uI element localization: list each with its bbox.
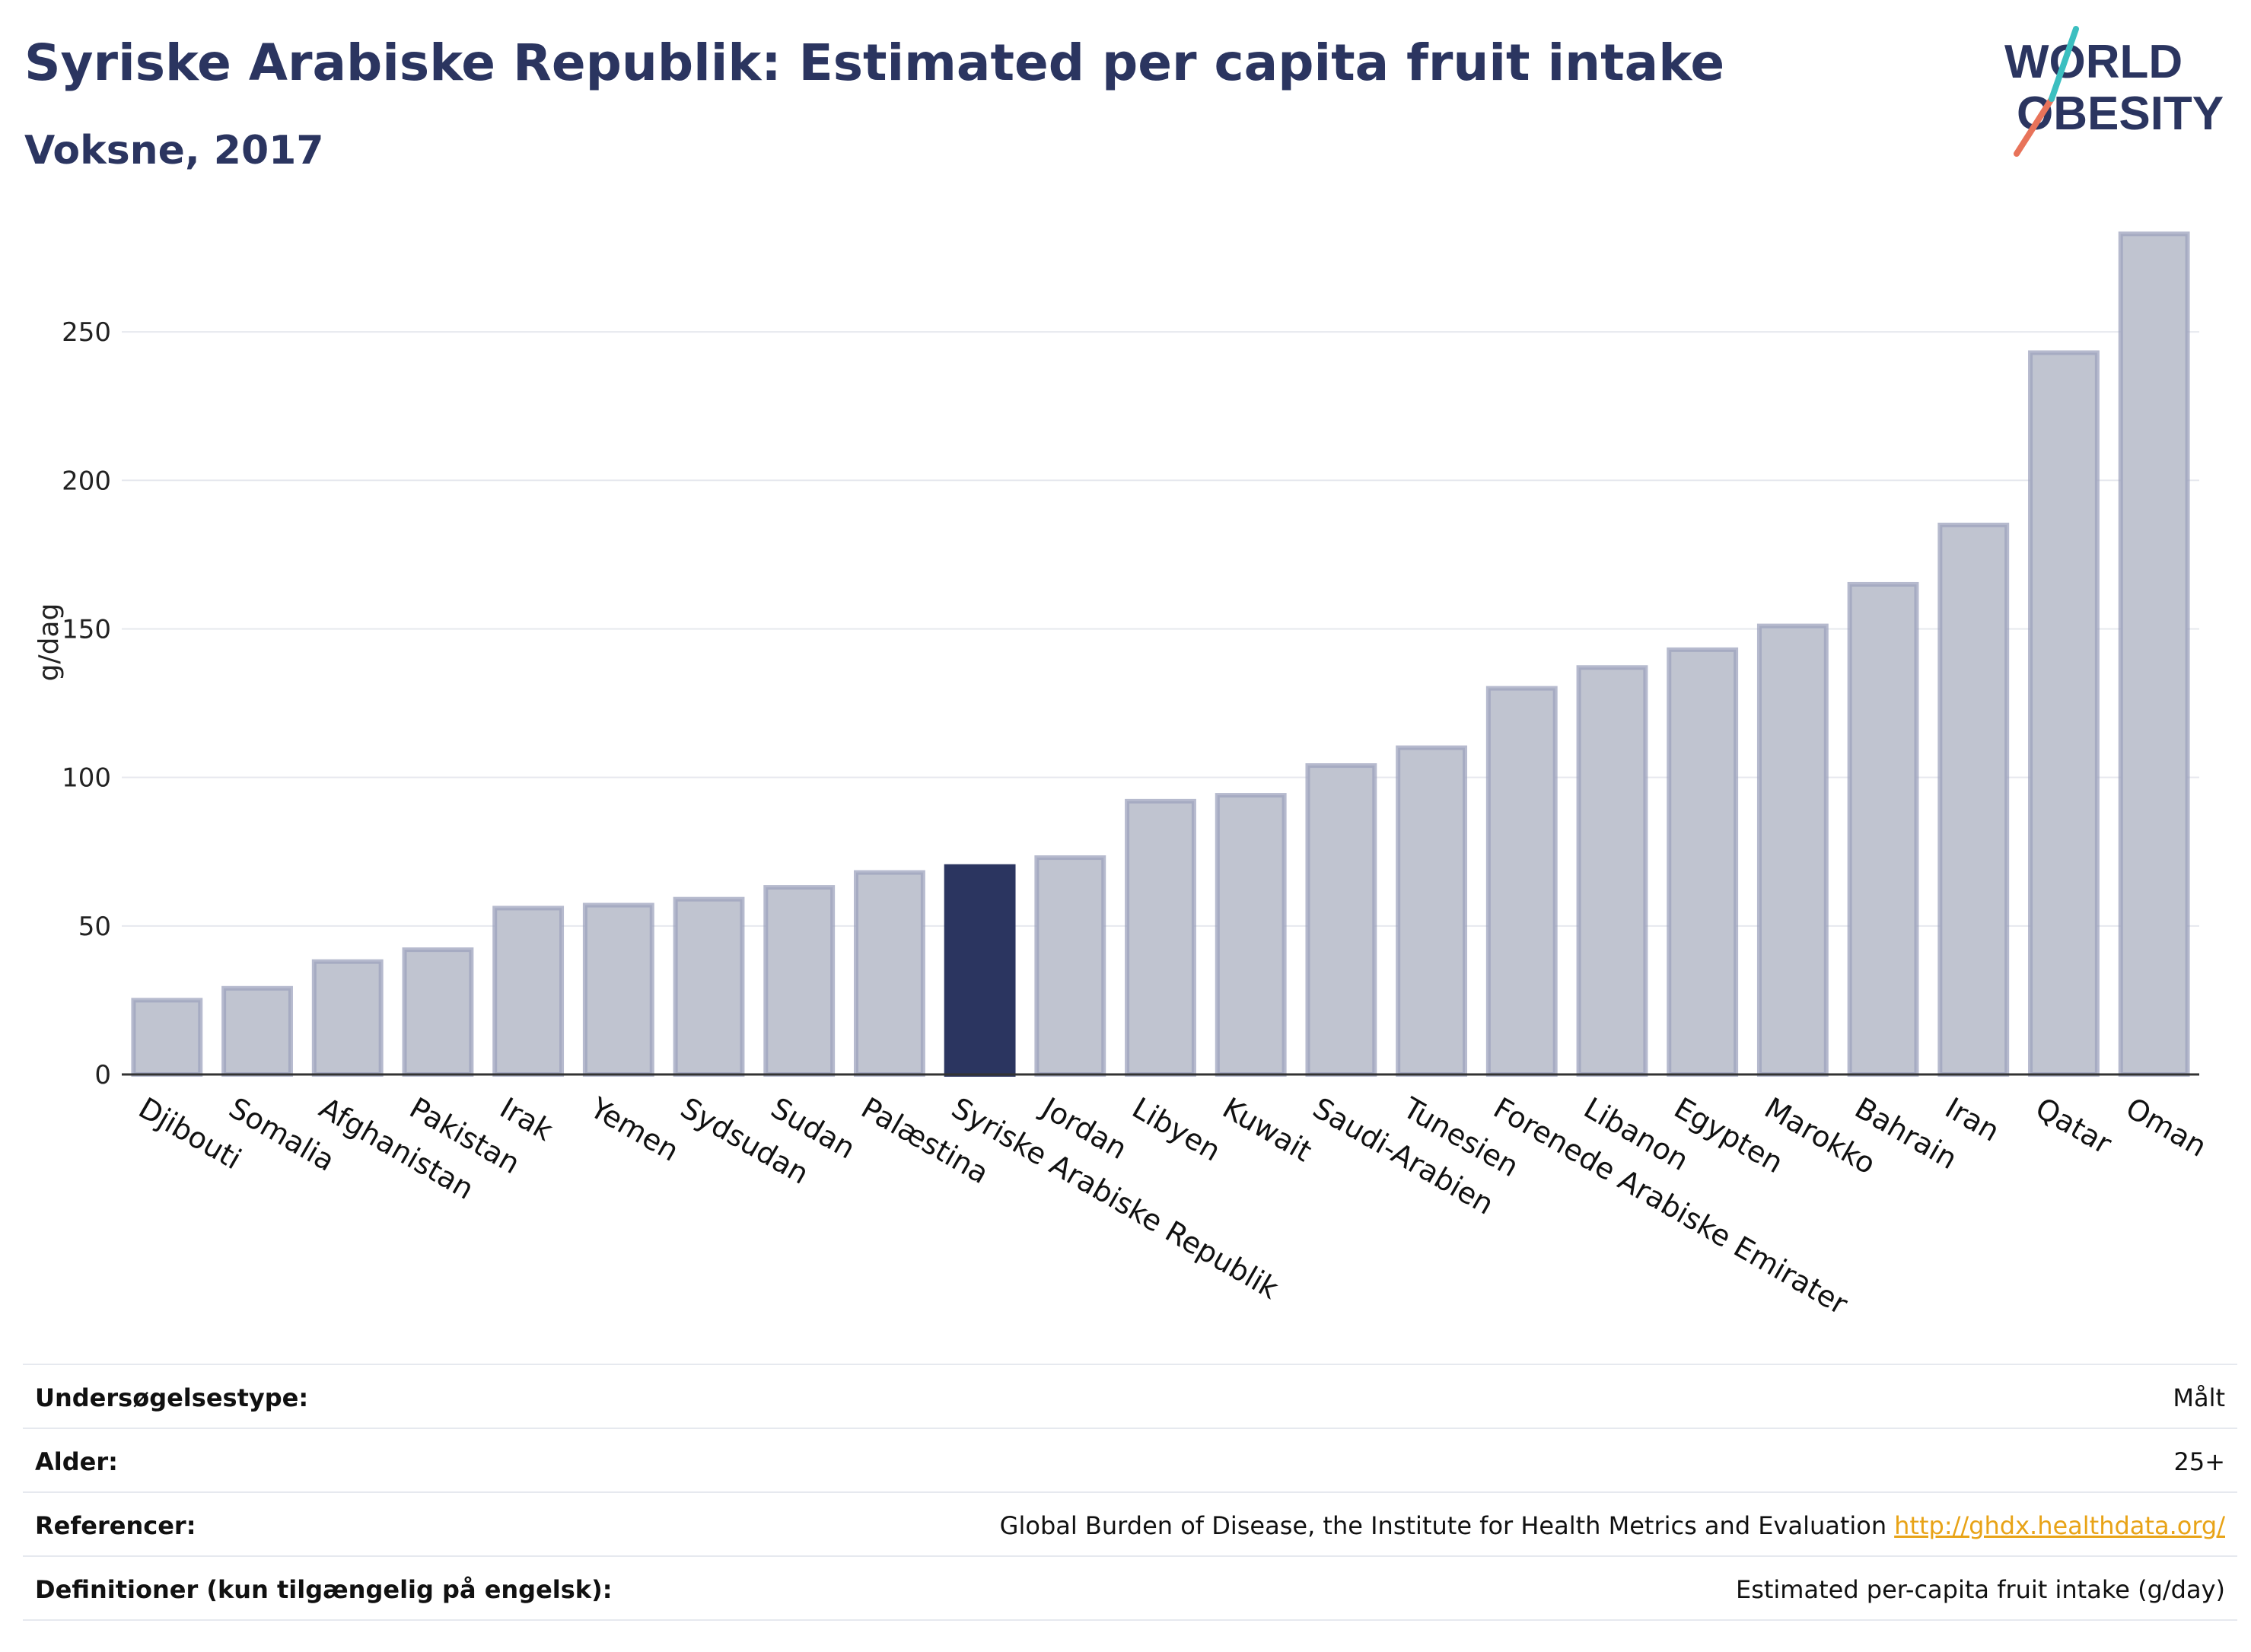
info-label: Referencer: [35,1511,196,1540]
bar [853,870,925,1077]
bar [1305,763,1377,1077]
info-value: 25+ [2173,1447,2225,1476]
bar [1937,522,2010,1077]
info-value: Global Burden of Disease, the Institute … [1000,1511,2225,1540]
x-tick-label: Kuwait [1217,1091,1317,1169]
bar [1485,686,1558,1077]
bar [402,947,474,1077]
bar [2028,350,2100,1077]
bar [1667,647,1739,1077]
bar [311,959,384,1077]
bar [1396,745,1468,1077]
bar [763,885,836,1077]
info-value: Estimated per-capita fruit intake (g/day… [1735,1575,2225,1604]
x-tick-label: Oman [2120,1091,2212,1163]
page-subtitle: Voksne, 2017 [24,128,324,173]
bar [1215,793,1287,1077]
y-tick-label: 50 [78,912,111,942]
y-tick-label: 200 [62,466,111,496]
svg-text:WORLD: WORLD [2004,36,2183,88]
y-axis-title: g/dag [33,603,65,682]
bar [1756,623,1829,1077]
bar [673,896,745,1077]
x-tick-label: Libyen [1127,1091,1227,1168]
info-row-references: Referencer: Global Burden of Disease, th… [23,1491,2237,1555]
info-row-survey-type: Undersøgelsestype: Målt [23,1364,2237,1428]
y-tick-label: 250 [62,317,111,348]
y-tick-label: 150 [62,614,111,645]
info-value: Målt [2173,1383,2225,1412]
y-tick-label: 0 [94,1060,111,1090]
info-table: Undersøgelsestype: Målt Alder: 25+ Refer… [23,1364,2237,1621]
bar [1034,855,1106,1077]
page-title: Syriske Arabiske Republik: Estimated per… [24,33,1725,92]
bar-chart: 050100150200250g/dagDjiboutiSomaliaAfgha… [33,231,2212,1321]
bar [1847,581,1919,1077]
x-tick-label: Djibouti [133,1091,247,1176]
reference-text: Global Burden of Disease, the Institute … [999,1511,1887,1540]
bar [2118,231,2190,1077]
info-label: Alder: [35,1447,118,1476]
bar [492,906,565,1077]
bar [1576,665,1648,1077]
info-label: Definitioner (kun tilgængelig på engelsk… [35,1575,613,1604]
bar [582,902,654,1077]
y-tick-label: 100 [62,763,111,794]
bar [1125,798,1196,1077]
info-row-definitions: Definitioner (kun tilgængelig på engelsk… [23,1555,2237,1621]
info-row-age: Alder: 25+ [23,1428,2237,1491]
x-tick-label: Qatar [2030,1091,2117,1161]
world-obesity-logo: WORLD OBESITY [2004,26,2224,157]
bar [131,998,203,1077]
reference-link[interactable]: http://ghdx.healthdata.org/ [1894,1511,2225,1540]
x-tick-label: Yemen [584,1090,684,1168]
bar [944,864,1016,1077]
bar [221,985,293,1077]
info-label: Undersøgelsestype: [35,1383,309,1412]
